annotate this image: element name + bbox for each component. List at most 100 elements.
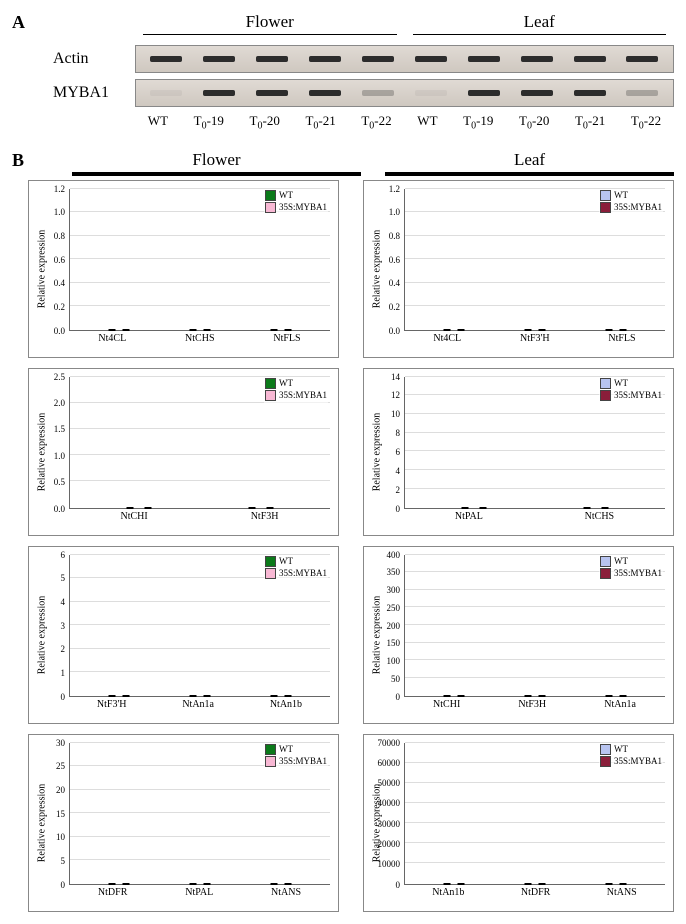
y-tick: 10 <box>56 832 65 842</box>
legend-swatch <box>265 190 276 201</box>
x-tick-label: NtPAL <box>455 511 483 522</box>
y-tick: 4 <box>61 597 66 607</box>
legend-swatch <box>600 390 611 401</box>
bar-chart: Relative expression0.00.20.40.60.81.01.2… <box>28 180 339 358</box>
gel-band <box>150 56 182 62</box>
x-tick-label: Nt4CL <box>98 333 126 344</box>
y-tick: 6 <box>61 550 66 560</box>
y-tick: 50 <box>391 674 400 684</box>
bar-chart: Relative expression051015202530NtDFRNtPA… <box>28 734 339 912</box>
y-tick: 0.4 <box>389 278 400 288</box>
legend-label: WT <box>614 190 628 200</box>
y-tick: 10000 <box>378 859 401 869</box>
legend: WT 35S:MYBA1 <box>599 377 663 403</box>
y-tick: 300 <box>387 585 401 595</box>
y-tick: 0.0 <box>54 326 65 336</box>
y-tick: 150 <box>387 638 401 648</box>
legend-label: 35S:MYBA1 <box>614 390 662 400</box>
x-tick-label: NtCHI <box>120 511 147 522</box>
y-tick: 50000 <box>378 778 401 788</box>
gel-label-actin: Actin <box>53 50 129 68</box>
y-tick: 1.5 <box>54 424 65 434</box>
y-tick: 0 <box>396 880 401 890</box>
legend-swatch <box>265 556 276 567</box>
gel-label-myba1: MYBA1 <box>53 84 129 102</box>
gel-lane-label: T0-20 <box>519 113 549 132</box>
panel-b: B Flower Leaf Relative expression0.00.20… <box>12 150 674 912</box>
y-tick: 250 <box>387 603 401 613</box>
legend-swatch <box>265 744 276 755</box>
x-tick-label: NtCHS <box>585 511 614 522</box>
y-tick: 4 <box>396 466 401 476</box>
y-tick: 2.0 <box>54 398 65 408</box>
gel-header: Flower Leaf <box>135 12 674 39</box>
gel-row-actin: Actin <box>53 45 674 73</box>
y-tick: 20 <box>56 785 65 795</box>
legend-swatch <box>265 568 276 579</box>
legend-swatch <box>600 202 611 213</box>
gel-header-flower: Flower <box>246 12 294 31</box>
y-tick: 30 <box>56 738 65 748</box>
gel-header-leaf: Leaf <box>524 12 555 31</box>
gel-band <box>256 90 288 96</box>
gel-band <box>415 90 447 96</box>
bar-chart: Relative expression050100150200250300350… <box>363 546 674 724</box>
gel-lane-label: WT <box>148 113 168 132</box>
y-tick: 0.8 <box>389 231 400 241</box>
y-tick: 2.5 <box>54 372 65 382</box>
y-tick: 10 <box>391 409 400 419</box>
y-tick: 0 <box>396 504 401 514</box>
legend-swatch <box>265 390 276 401</box>
x-tick-label: NtCHI <box>433 699 460 710</box>
gel-lane-label: T0-21 <box>305 113 335 132</box>
legend-swatch <box>265 202 276 213</box>
col-header-leaf: Leaf <box>385 150 674 170</box>
y-tick: 0.2 <box>389 302 400 312</box>
y-tick: 400 <box>387 550 401 560</box>
x-tick-label: NtCHS <box>185 333 214 344</box>
x-tick-label: NtDFR <box>98 887 127 898</box>
gel-band <box>521 90 553 96</box>
gel-band <box>521 56 553 62</box>
flower-column: Relative expression0.00.20.40.60.81.01.2… <box>28 180 339 912</box>
legend: WT35S:MYBA1 <box>264 555 328 581</box>
legend: WT35S:MYBA1 <box>599 743 663 769</box>
x-tick-label: NtFLS <box>608 333 635 344</box>
panel-b-label: B <box>12 150 24 180</box>
gel-band <box>626 56 658 62</box>
y-tick: 0.5 <box>54 477 65 487</box>
y-tick: 6 <box>396 447 401 457</box>
legend-label: WT <box>279 744 293 754</box>
y-tick: 5 <box>61 573 66 583</box>
x-tick-label: NtF3H <box>518 699 546 710</box>
y-tick: 2 <box>61 644 66 654</box>
legend-label: 35S:MYBA1 <box>279 756 327 766</box>
gel-box-myba1 <box>135 79 674 107</box>
gel-band <box>362 90 394 96</box>
legend: WT 35S:MYBA1 <box>264 743 328 769</box>
x-tick-label: NtF3'H <box>520 333 550 344</box>
legend-label: WT <box>279 190 293 200</box>
x-tick-label: NtPAL <box>185 887 213 898</box>
legend-swatch <box>600 556 611 567</box>
x-tick-label: NtF3H <box>251 511 279 522</box>
legend-label: 35S:MYBA1 <box>614 202 662 212</box>
legend-label: WT <box>614 378 628 388</box>
legend: WT35S:MYBA1 <box>599 555 663 581</box>
bar-chart: Relative expression02468101214NtPALNtCHS… <box>363 368 674 536</box>
x-tick-label: NtFLS <box>273 333 300 344</box>
y-tick: 40000 <box>378 798 401 808</box>
y-tick: 30000 <box>378 819 401 829</box>
legend-swatch <box>600 378 611 389</box>
y-tick: 1.0 <box>389 207 400 217</box>
bar-chart: Relative expression0123456NtF3'HNtAn1aNt… <box>28 546 339 724</box>
y-tick: 0.4 <box>54 278 65 288</box>
y-tick: 25 <box>56 761 65 771</box>
y-tick: 100 <box>387 656 401 666</box>
y-tick: 0.6 <box>54 255 65 265</box>
y-tick: 1.2 <box>389 184 400 194</box>
x-tick-label: Nt4CL <box>433 333 461 344</box>
gel-band <box>468 90 500 96</box>
y-tick: 12 <box>391 390 400 400</box>
y-tick: 8 <box>396 428 401 438</box>
